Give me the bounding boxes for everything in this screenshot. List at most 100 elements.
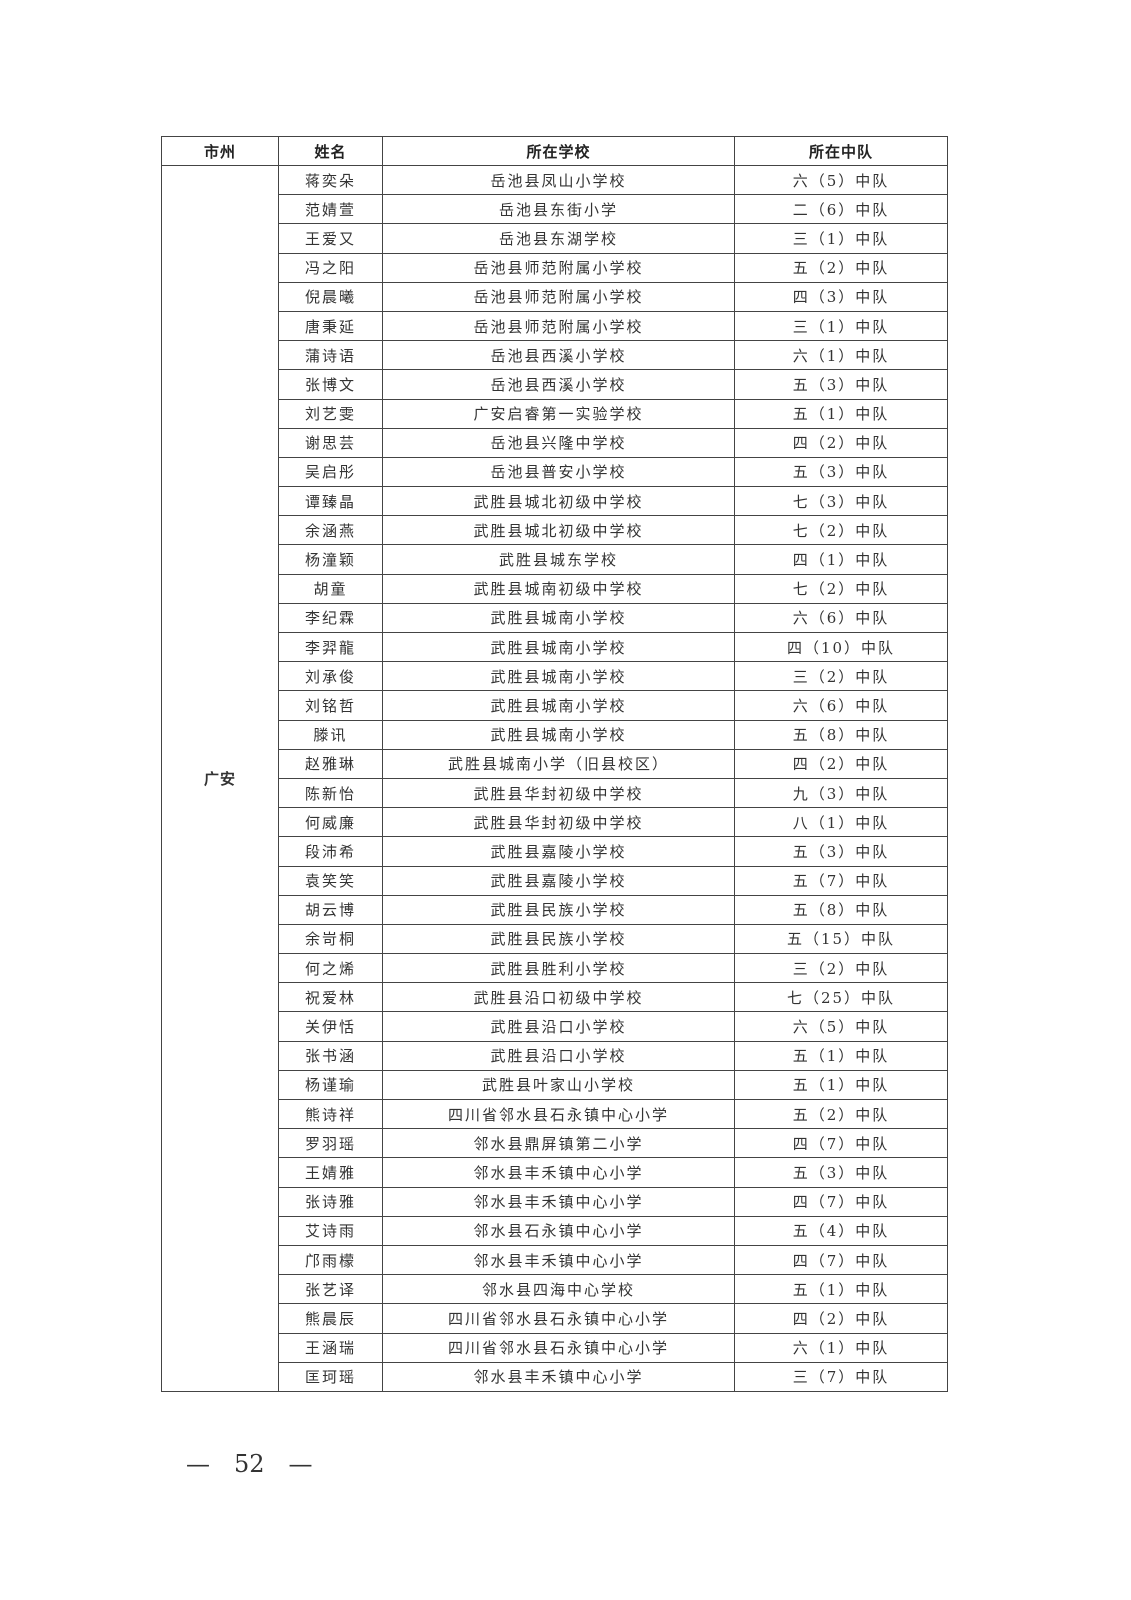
name-cell: 罗羽瑶	[278, 1128, 383, 1159]
name-cell: 艾诗雨	[278, 1215, 383, 1246]
table-row: 蒲诗语 岳池县西溪小学校 六（1）中队	[162, 340, 948, 371]
table-row: 赵雅琳 武胜县城南小学（旧县校区） 四（2）中队	[162, 748, 948, 779]
name-cell: 张诗雅	[278, 1186, 383, 1217]
name-cell: 杨潼颖	[278, 544, 383, 575]
school-cell: 武胜县城南初级中学校	[382, 573, 735, 604]
table-row: 段沛希 武胜县嘉陵小学校 五（3）中队	[162, 836, 948, 867]
school-cell: 武胜县嘉陵小学校	[382, 865, 735, 896]
squad-cell: 四（2）中队	[734, 1303, 948, 1334]
name-cell: 胡童	[278, 573, 383, 604]
squad-cell: 三（2）中队	[734, 661, 948, 692]
name-cell: 王爱又	[278, 223, 383, 254]
name-cell: 熊晨辰	[278, 1303, 383, 1334]
squad-cell: 五（1）中队	[734, 398, 948, 429]
table-row: 熊晨辰 四川省邻水县石永镇中心小学 四（2）中队	[162, 1303, 948, 1334]
table-row: 张诗雅 邻水县丰禾镇中心小学 四（7）中队	[162, 1186, 948, 1217]
school-cell: 四川省邻水县石永镇中心小学	[382, 1332, 735, 1363]
name-cell: 李羿龍	[278, 631, 383, 663]
table-row: 杨潼颖 武胜县城东学校 四（1）中队	[162, 544, 948, 575]
name-cell: 张博文	[278, 369, 383, 400]
squad-cell: 六（5）中队	[734, 164, 948, 196]
table-row: 胡童 武胜县城南初级中学校 七（2）中队	[162, 573, 948, 604]
name-cell: 匡珂瑶	[278, 1361, 383, 1392]
school-cell: 邻水县石永镇中心小学	[382, 1215, 735, 1246]
school-cell: 邻水县丰禾镇中心小学	[382, 1361, 735, 1392]
squad-cell: 三（1）中队	[734, 310, 948, 342]
name-cell: 陈新怡	[278, 777, 383, 809]
table-row: 冯之阳 岳池县师范附属小学校 五（2）中队	[162, 252, 948, 283]
squad-cell: 五（2）中队	[734, 252, 948, 283]
table-row: 王涵瑞 四川省邻水县石永镇中心小学 六（1）中队	[162, 1332, 948, 1363]
name-cell: 吴启彤	[278, 456, 383, 488]
awardee-table: 市州 姓名 所在学校 所在中队 广安 蒋奕朵 岳池县凤山小学校 六（5）中队 范婧萱 岳池…	[161, 136, 948, 1392]
school-cell: 武胜县沿口小学校	[382, 1011, 735, 1042]
name-cell: 倪晨曦	[278, 281, 383, 312]
squad-cell: 四（7）中队	[734, 1128, 948, 1159]
name-cell: 赵雅琳	[278, 748, 383, 779]
squad-cell: 六（6）中队	[734, 690, 948, 721]
squad-cell: 四（2）中队	[734, 427, 948, 458]
squad-cell: 五（1）中队	[734, 1274, 948, 1305]
school-cell: 武胜县胜利小学校	[382, 953, 735, 984]
school-cell: 广安启睿第一实验学校	[382, 398, 735, 429]
school-cell: 武胜县城南小学校	[382, 690, 735, 721]
school-cell: 武胜县城东学校	[382, 544, 735, 575]
squad-cell: 七（2）中队	[734, 573, 948, 604]
table-row: 张博文 岳池县西溪小学校 五（3）中队	[162, 369, 948, 400]
school-cell: 武胜县民族小学校	[382, 894, 735, 925]
squad-cell: 四（7）中队	[734, 1186, 948, 1217]
squad-cell: 五（8）中队	[734, 719, 948, 750]
table-row: 熊诗祥 四川省邻水县石永镇中心小学 五（2）中队	[162, 1098, 948, 1130]
name-cell: 李纪霖	[278, 602, 383, 634]
school-cell: 武胜县沿口初级中学校	[382, 982, 735, 1013]
name-cell: 范婧萱	[278, 194, 383, 225]
squad-cell: 八（1）中队	[734, 807, 948, 838]
name-cell: 冯之阳	[278, 252, 383, 283]
school-cell: 岳池县师范附属小学校	[382, 310, 735, 342]
squad-cell: 五（3）中队	[734, 456, 948, 488]
table-row: 胡云博 武胜县民族小学校 五（8）中队	[162, 894, 948, 925]
squad-cell: 四（10）中队	[734, 631, 948, 663]
name-cell: 张艺译	[278, 1274, 383, 1305]
table-row: 王婧雅 邻水县丰禾镇中心小学 五（3）中队	[162, 1157, 948, 1188]
school-cell: 岳池县师范附属小学校	[382, 252, 735, 283]
table-row: 罗羽瑶 邻水县鼎屏镇第二小学 四（7）中队	[162, 1128, 948, 1159]
school-cell: 岳池县凤山小学校	[382, 164, 735, 196]
school-cell: 邻水县四海中心学校	[382, 1274, 735, 1305]
name-cell: 段沛希	[278, 836, 383, 867]
school-cell: 武胜县华封初级中学校	[382, 807, 735, 838]
name-cell: 何之烯	[278, 953, 383, 984]
name-cell: 刘承俊	[278, 661, 383, 692]
squad-cell: 五（15）中队	[734, 923, 948, 955]
table-row: 吴启彤 岳池县普安小学校 五（3）中队	[162, 456, 948, 488]
table-row: 范婧萱 岳池县东街小学 二（6）中队	[162, 194, 948, 225]
squad-cell: 三（1）中队	[734, 223, 948, 254]
name-cell: 蒋奕朵	[278, 164, 383, 196]
name-cell: 余岢桐	[278, 923, 383, 955]
school-cell: 岳池县西溪小学校	[382, 340, 735, 371]
school-cell: 岳池县东湖学校	[382, 223, 735, 254]
header-name: 姓名	[278, 136, 383, 166]
school-cell: 武胜县城南小学（旧县校区）	[382, 748, 735, 779]
name-cell: 余涵燕	[278, 515, 383, 546]
table-row: 何威廉 武胜县华封初级中学校 八（1）中队	[162, 807, 948, 838]
squad-cell: 五（1）中队	[734, 1040, 948, 1071]
school-cell: 武胜县城北初级中学校	[382, 515, 735, 546]
name-cell: 滕讯	[278, 719, 383, 750]
school-cell: 武胜县城南小学校	[382, 719, 735, 750]
squad-cell: 七（3）中队	[734, 486, 948, 517]
header-city: 市州	[161, 136, 279, 166]
table-row: 谢思芸 岳池县兴隆中学校 四（2）中队	[162, 427, 948, 458]
name-cell: 谢思芸	[278, 427, 383, 458]
table-row: 艾诗雨 邻水县石永镇中心小学 五（4）中队	[162, 1215, 948, 1246]
table-row: 谭臻晶 武胜县城北初级中学校 七（3）中队	[162, 486, 948, 517]
table-row: 祝爱林 武胜县沿口初级中学校 七（25）中队	[162, 982, 948, 1013]
school-cell: 武胜县民族小学校	[382, 923, 735, 955]
city-cell: 广安	[161, 165, 279, 1392]
table-row: 张书涵 武胜县沿口小学校 五（1）中队	[162, 1040, 948, 1071]
squad-cell: 五（4）中队	[734, 1215, 948, 1246]
school-cell: 武胜县嘉陵小学校	[382, 836, 735, 867]
school-cell: 四川省邻水县石永镇中心小学	[382, 1098, 735, 1130]
table-header-row: 市州 姓名 所在学校 所在中队	[161, 136, 948, 166]
name-cell: 蒲诗语	[278, 340, 383, 371]
